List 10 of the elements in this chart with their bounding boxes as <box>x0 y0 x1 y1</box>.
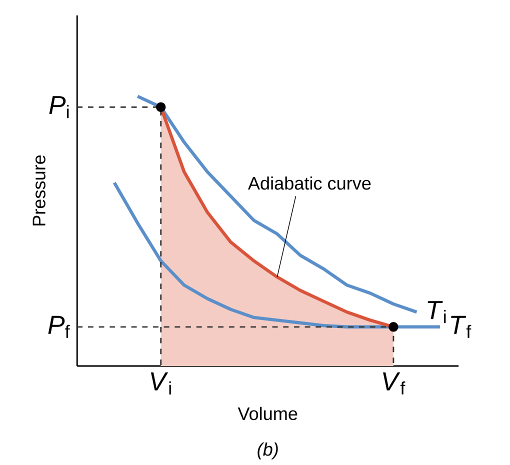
text: (b) <box>258 442 278 460</box>
series-label: T$_{i}$ <box>428 300 446 323</box>
text: P$_{i}$ <box>49 96 69 118</box>
x-axis-title: Volume <box>238 406 298 420</box>
text: P$_{f}$ <box>48 316 70 338</box>
annotation: Adiabatic curve <box>248 176 371 190</box>
y-axis-title: Pressure <box>32 155 46 226</box>
x-tick-label: V$_{f}$ <box>383 372 406 394</box>
series-label: T$_{f}$ <box>451 316 472 338</box>
x-tick-label: V$_{i}$ <box>150 372 171 394</box>
